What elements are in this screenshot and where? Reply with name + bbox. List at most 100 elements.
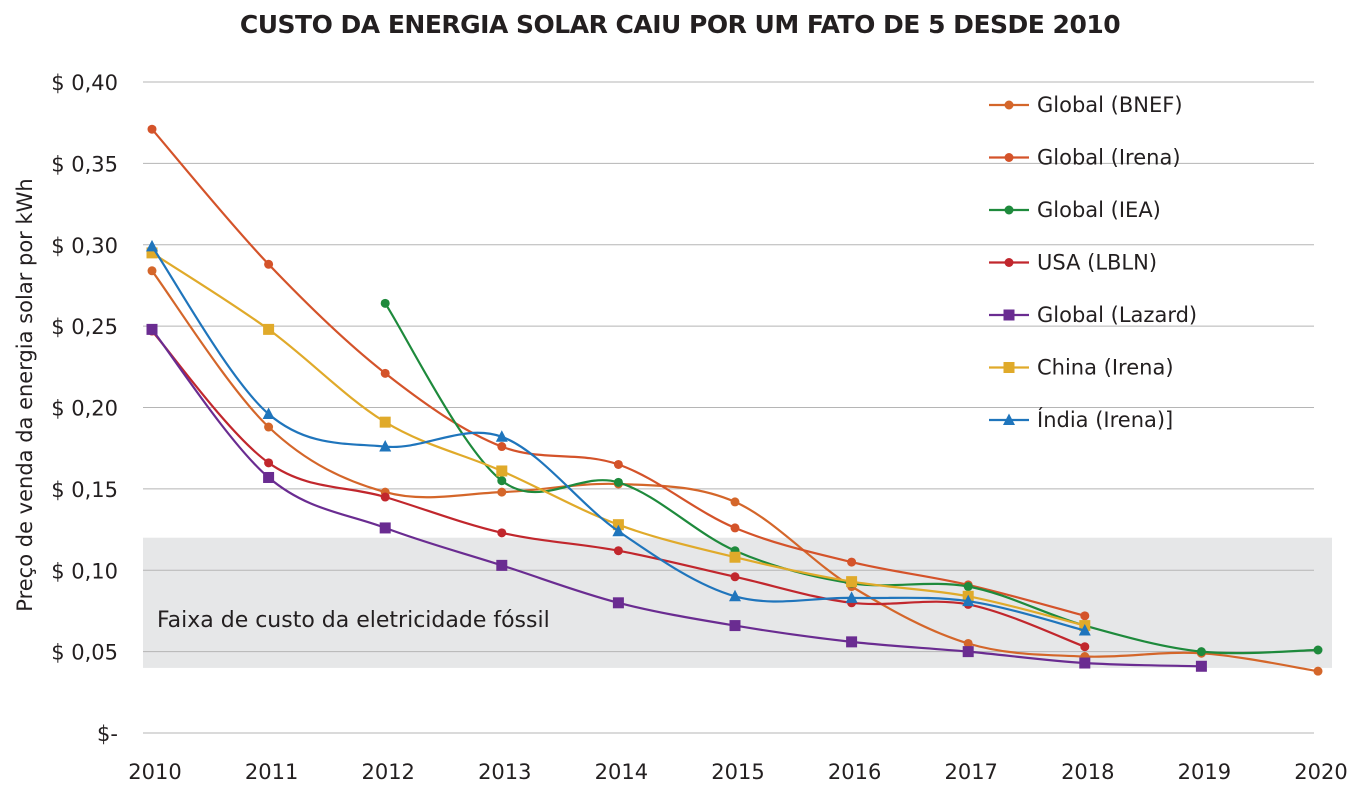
data-point: [730, 523, 740, 533]
y-tick-label: $ 0,15: [51, 478, 118, 502]
legend-label: Índia (Irena)]: [1037, 407, 1173, 432]
data-point: [1195, 660, 1207, 672]
data-point: [963, 582, 973, 592]
data-point: [380, 298, 390, 308]
data-point: [613, 459, 623, 469]
legend-swatch-marker: [1003, 362, 1015, 373]
data-point: [146, 323, 158, 335]
data-point: [962, 594, 975, 607]
y-tick-label: $-: [97, 722, 118, 746]
data-point: [729, 551, 741, 563]
data-point: [846, 576, 858, 588]
legend-swatch-marker: [1004, 205, 1014, 215]
legend-label: China (Irena): [1037, 356, 1174, 380]
data-point: [1313, 666, 1323, 676]
y-tick-label: $ 0,30: [51, 234, 118, 258]
x-tick-label: 2012: [361, 760, 414, 784]
legend-swatch-marker: [1003, 413, 1015, 425]
x-tick-label: 2017: [944, 760, 997, 784]
data-point: [729, 589, 741, 602]
grid-lines: [143, 81, 1314, 734]
data-point: [1196, 647, 1206, 657]
data-point: [146, 239, 158, 252]
series-line: [151, 328, 1202, 668]
data-point: [845, 591, 858, 603]
legend-label: Global (Irena): [1037, 146, 1181, 170]
series-line: [151, 245, 1086, 632]
x-axis-ticks: 2010 2011 2012 2013 2014 2015 2016 2017 2018 2019…: [128, 760, 1347, 784]
data-point: [497, 528, 507, 538]
data-point: [496, 559, 508, 571]
data-point: [729, 620, 741, 632]
data-point: [497, 476, 507, 486]
series-line: [151, 251, 1086, 627]
data-point: [613, 546, 623, 556]
x-tick-label: 2010: [128, 760, 181, 784]
data-point: [612, 519, 624, 531]
legend-item: Global (Lazard): [989, 303, 1197, 327]
data-point: [496, 465, 508, 477]
y-axis-ticks: $- $ 0,05 $ 0,10 $ 0,15 $ 0,20 $ 0,25 $ 0,30 $ …: [51, 71, 118, 746]
data-point: [263, 323, 275, 335]
data-point: [612, 597, 624, 609]
legend: Global (BNEF) Global (Irena) Global (IEA) U…: [989, 93, 1197, 432]
legend-swatch-marker: [1004, 153, 1014, 162]
y-axis-label: Preço de venda da energia solar por kWh: [13, 178, 37, 611]
series-4: [146, 323, 1207, 672]
data-point: [146, 247, 158, 259]
data-point: [264, 422, 274, 432]
series-6: [146, 239, 1091, 636]
legend-item: China (Irena): [989, 356, 1174, 380]
data-point: [380, 492, 390, 502]
data-point: [147, 124, 157, 134]
legend-label: Global (Lazard): [1037, 303, 1197, 327]
x-tick-label: 2014: [595, 760, 648, 784]
legend-label: Global (IEA): [1037, 198, 1161, 222]
data-point: [846, 636, 858, 648]
data-point: [495, 430, 508, 442]
fossil-band-label: Faixa de custo da eletricidade fóssil: [157, 608, 550, 633]
legend-item: Índia (Irena)]: [989, 407, 1173, 432]
legend-item: Global (IEA): [989, 198, 1161, 222]
x-tick-label: 2020: [1294, 760, 1347, 784]
x-tick-label: 2015: [711, 760, 764, 784]
data-point: [497, 487, 507, 497]
legend-swatch-marker: [1004, 258, 1014, 267]
y-tick-label: $ 0,25: [51, 315, 118, 339]
x-tick-label: 2013: [478, 760, 531, 784]
series-0: [147, 266, 1323, 676]
legend-label: USA (LBLN): [1037, 251, 1157, 275]
data-point: [730, 497, 740, 507]
data-point: [1080, 642, 1090, 652]
data-point: [379, 440, 392, 452]
data-point: [264, 259, 274, 269]
legend-item: USA (LBLN): [989, 251, 1157, 275]
chart-title: CUSTO DA ENERGIA SOLAR CAIU POR UM FATO …: [239, 10, 1121, 39]
y-tick-label: $ 0,20: [51, 397, 118, 421]
legend-label: Global (BNEF): [1037, 93, 1183, 117]
data-point: [264, 458, 274, 468]
data-point: [613, 477, 623, 487]
data-point: [497, 442, 507, 452]
data-point: [730, 572, 740, 582]
series-3: [147, 326, 1090, 652]
data-point: [262, 407, 275, 420]
x-tick-label: 2019: [1178, 760, 1231, 784]
series-line: [384, 302, 1319, 655]
data-point: [1080, 611, 1090, 621]
legend-swatch-marker: [1004, 100, 1014, 110]
data-point: [379, 416, 391, 428]
x-tick-label: 2011: [245, 760, 298, 784]
data-point: [847, 557, 857, 567]
data-point: [379, 522, 391, 534]
data-point: [1313, 645, 1323, 655]
data-point: [147, 266, 157, 276]
series-line: [151, 330, 1086, 648]
x-tick-label: 2018: [1061, 760, 1114, 784]
series-lines: [146, 124, 1323, 676]
data-point: [612, 524, 625, 537]
data-point: [962, 646, 974, 658]
y-tick-label: $ 0,05: [51, 641, 118, 665]
legend-item: Global (Irena): [989, 146, 1181, 170]
